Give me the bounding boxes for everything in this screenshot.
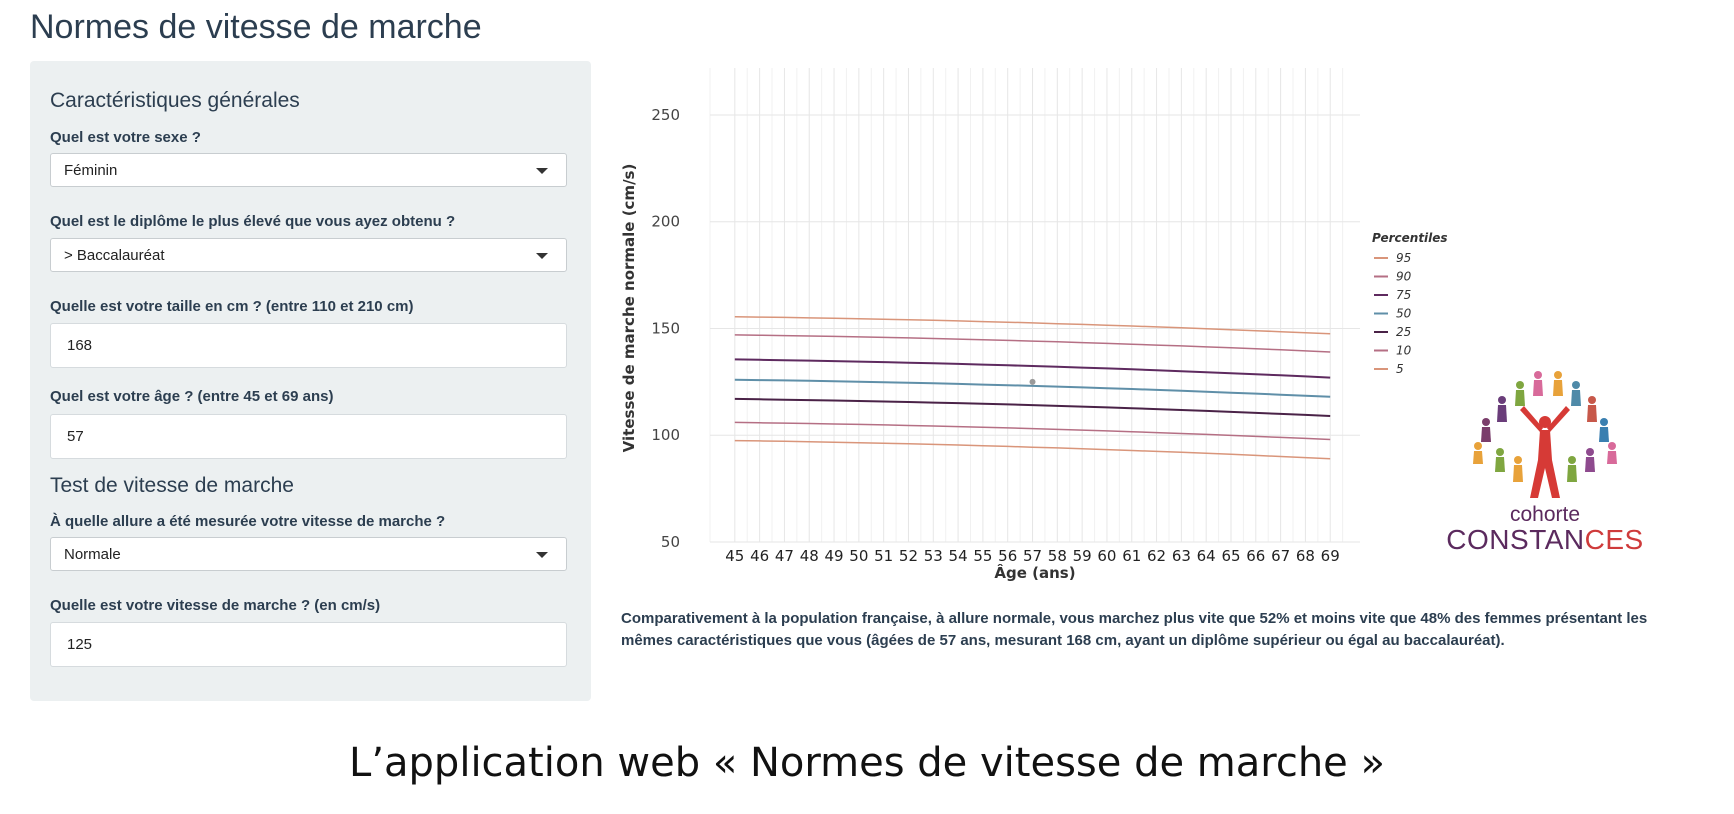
x-tick-label: 67: [1271, 547, 1290, 565]
x-tick-label: 49: [824, 547, 843, 565]
chevron-down-icon: [536, 253, 548, 259]
y-tick-label: 100: [651, 426, 680, 444]
legend-label: 90: [1396, 270, 1412, 284]
x-tick-label: 53: [924, 547, 943, 565]
x-axis-title: Âge (ans): [994, 563, 1075, 582]
x-tick-label: 55: [973, 547, 992, 565]
result-text: Comparativement à la population français…: [621, 610, 1648, 649]
y-tick-label: 250: [651, 106, 680, 124]
chevron-down-icon: [536, 168, 548, 174]
x-tick-label: 48: [800, 547, 819, 565]
figure-caption: L’application web « Normes de vitesse de…: [349, 740, 1385, 786]
y-tick-label: 50: [661, 533, 680, 551]
x-tick-label: 64: [1197, 547, 1216, 565]
legend-label: 5: [1396, 362, 1404, 376]
legend-label: 95: [1396, 251, 1411, 265]
x-tick-label: 57: [1023, 547, 1042, 565]
series-line-p5: [734, 439, 1331, 460]
diploma-select-value: > Baccalauréat: [64, 247, 165, 264]
chevron-down-icon: [536, 552, 548, 558]
x-tick-label: 62: [1147, 547, 1166, 565]
sidebar-panel: Caractéristiques générales Quel est votr…: [30, 61, 591, 701]
sex-label: Quel est votre sexe ?: [50, 129, 201, 146]
x-tick-label: 47: [775, 547, 794, 565]
section-title-test: Test de vitesse de marche: [50, 474, 294, 497]
x-tick-label: 56: [998, 547, 1017, 565]
x-tick-label: 51: [874, 547, 893, 565]
x-tick-label: 54: [949, 547, 968, 565]
x-tick-label: 45: [725, 547, 744, 565]
sex-select-value: Féminin: [64, 162, 118, 179]
section-title-general: Caractéristiques générales: [50, 89, 300, 112]
diploma-label: Quel est le diplôme le plus élevé que vo…: [50, 213, 456, 230]
series-line-p95: [734, 315, 1331, 335]
x-tick-label: 68: [1296, 547, 1315, 565]
height-input[interactable]: 168: [50, 323, 567, 368]
x-tick-label: 52: [899, 547, 918, 565]
tree-figures-icon: [1473, 371, 1617, 498]
logo-line2: CONSTANCES: [1446, 524, 1644, 555]
legend-label: 75: [1396, 288, 1411, 302]
x-tick-label: 66: [1246, 547, 1265, 565]
diploma-select[interactable]: > Baccalauréat: [50, 238, 567, 272]
legend-label: 10: [1396, 344, 1412, 358]
x-tick-label: 61: [1122, 547, 1141, 565]
logo-line1: cohorte: [1509, 503, 1581, 526]
x-tick-label: 63: [1172, 547, 1191, 565]
y-axis-title: Vitesse de marche normale (cm/s): [620, 164, 638, 453]
x-tick-label: 50: [849, 547, 868, 565]
chart-series: [734, 315, 1331, 460]
legend-title: Percentiles: [1372, 231, 1448, 245]
sex-select[interactable]: Féminin: [50, 153, 567, 187]
y-tick-label: 150: [651, 319, 680, 337]
x-tick-label: 59: [1073, 547, 1092, 565]
page-title: Normes de vitesse de marche: [30, 8, 482, 46]
age-label: Quel est votre âge ? (entre 45 et 69 ans…: [50, 388, 334, 405]
series-line-p50: [734, 378, 1331, 398]
legend-label: 50: [1396, 307, 1412, 321]
pace-select[interactable]: Normale: [50, 537, 567, 571]
speed-input[interactable]: 125: [50, 622, 567, 667]
speed-label: Quelle est votre vitesse de marche ? (en…: [50, 597, 381, 614]
pace-label: À quelle allure a été mesurée votre vite…: [50, 513, 446, 530]
x-tick-label: 65: [1221, 547, 1240, 565]
y-tick-label: 200: [651, 213, 680, 231]
x-tick-label: 58: [1048, 547, 1067, 565]
x-tick-label: 69: [1321, 547, 1340, 565]
pace-select-value: Normale: [64, 546, 121, 563]
chart-axes: 50 100 150 200 250 45 46 47 48 49 50 51 52 53 54 55 56 57…: [620, 106, 1340, 582]
series-line-p90: [734, 334, 1331, 353]
user-point: [1029, 378, 1036, 385]
x-tick-label: 60: [1097, 547, 1116, 565]
series-line-p25: [734, 397, 1331, 417]
constances-logo: [1440, 360, 1650, 560]
legend-label: 25: [1396, 325, 1411, 339]
x-tick-label: 46: [750, 547, 769, 565]
age-input[interactable]: 57: [50, 414, 567, 459]
chart-grid: [709, 68, 1360, 543]
series-line-p75: [734, 358, 1331, 379]
series-line-p10: [734, 421, 1331, 441]
chart-legend: Percentiles 95 90 75 50 25 10 5: [1372, 231, 1448, 376]
height-label: Quelle est votre taille en cm ? (entre 1…: [50, 298, 414, 315]
